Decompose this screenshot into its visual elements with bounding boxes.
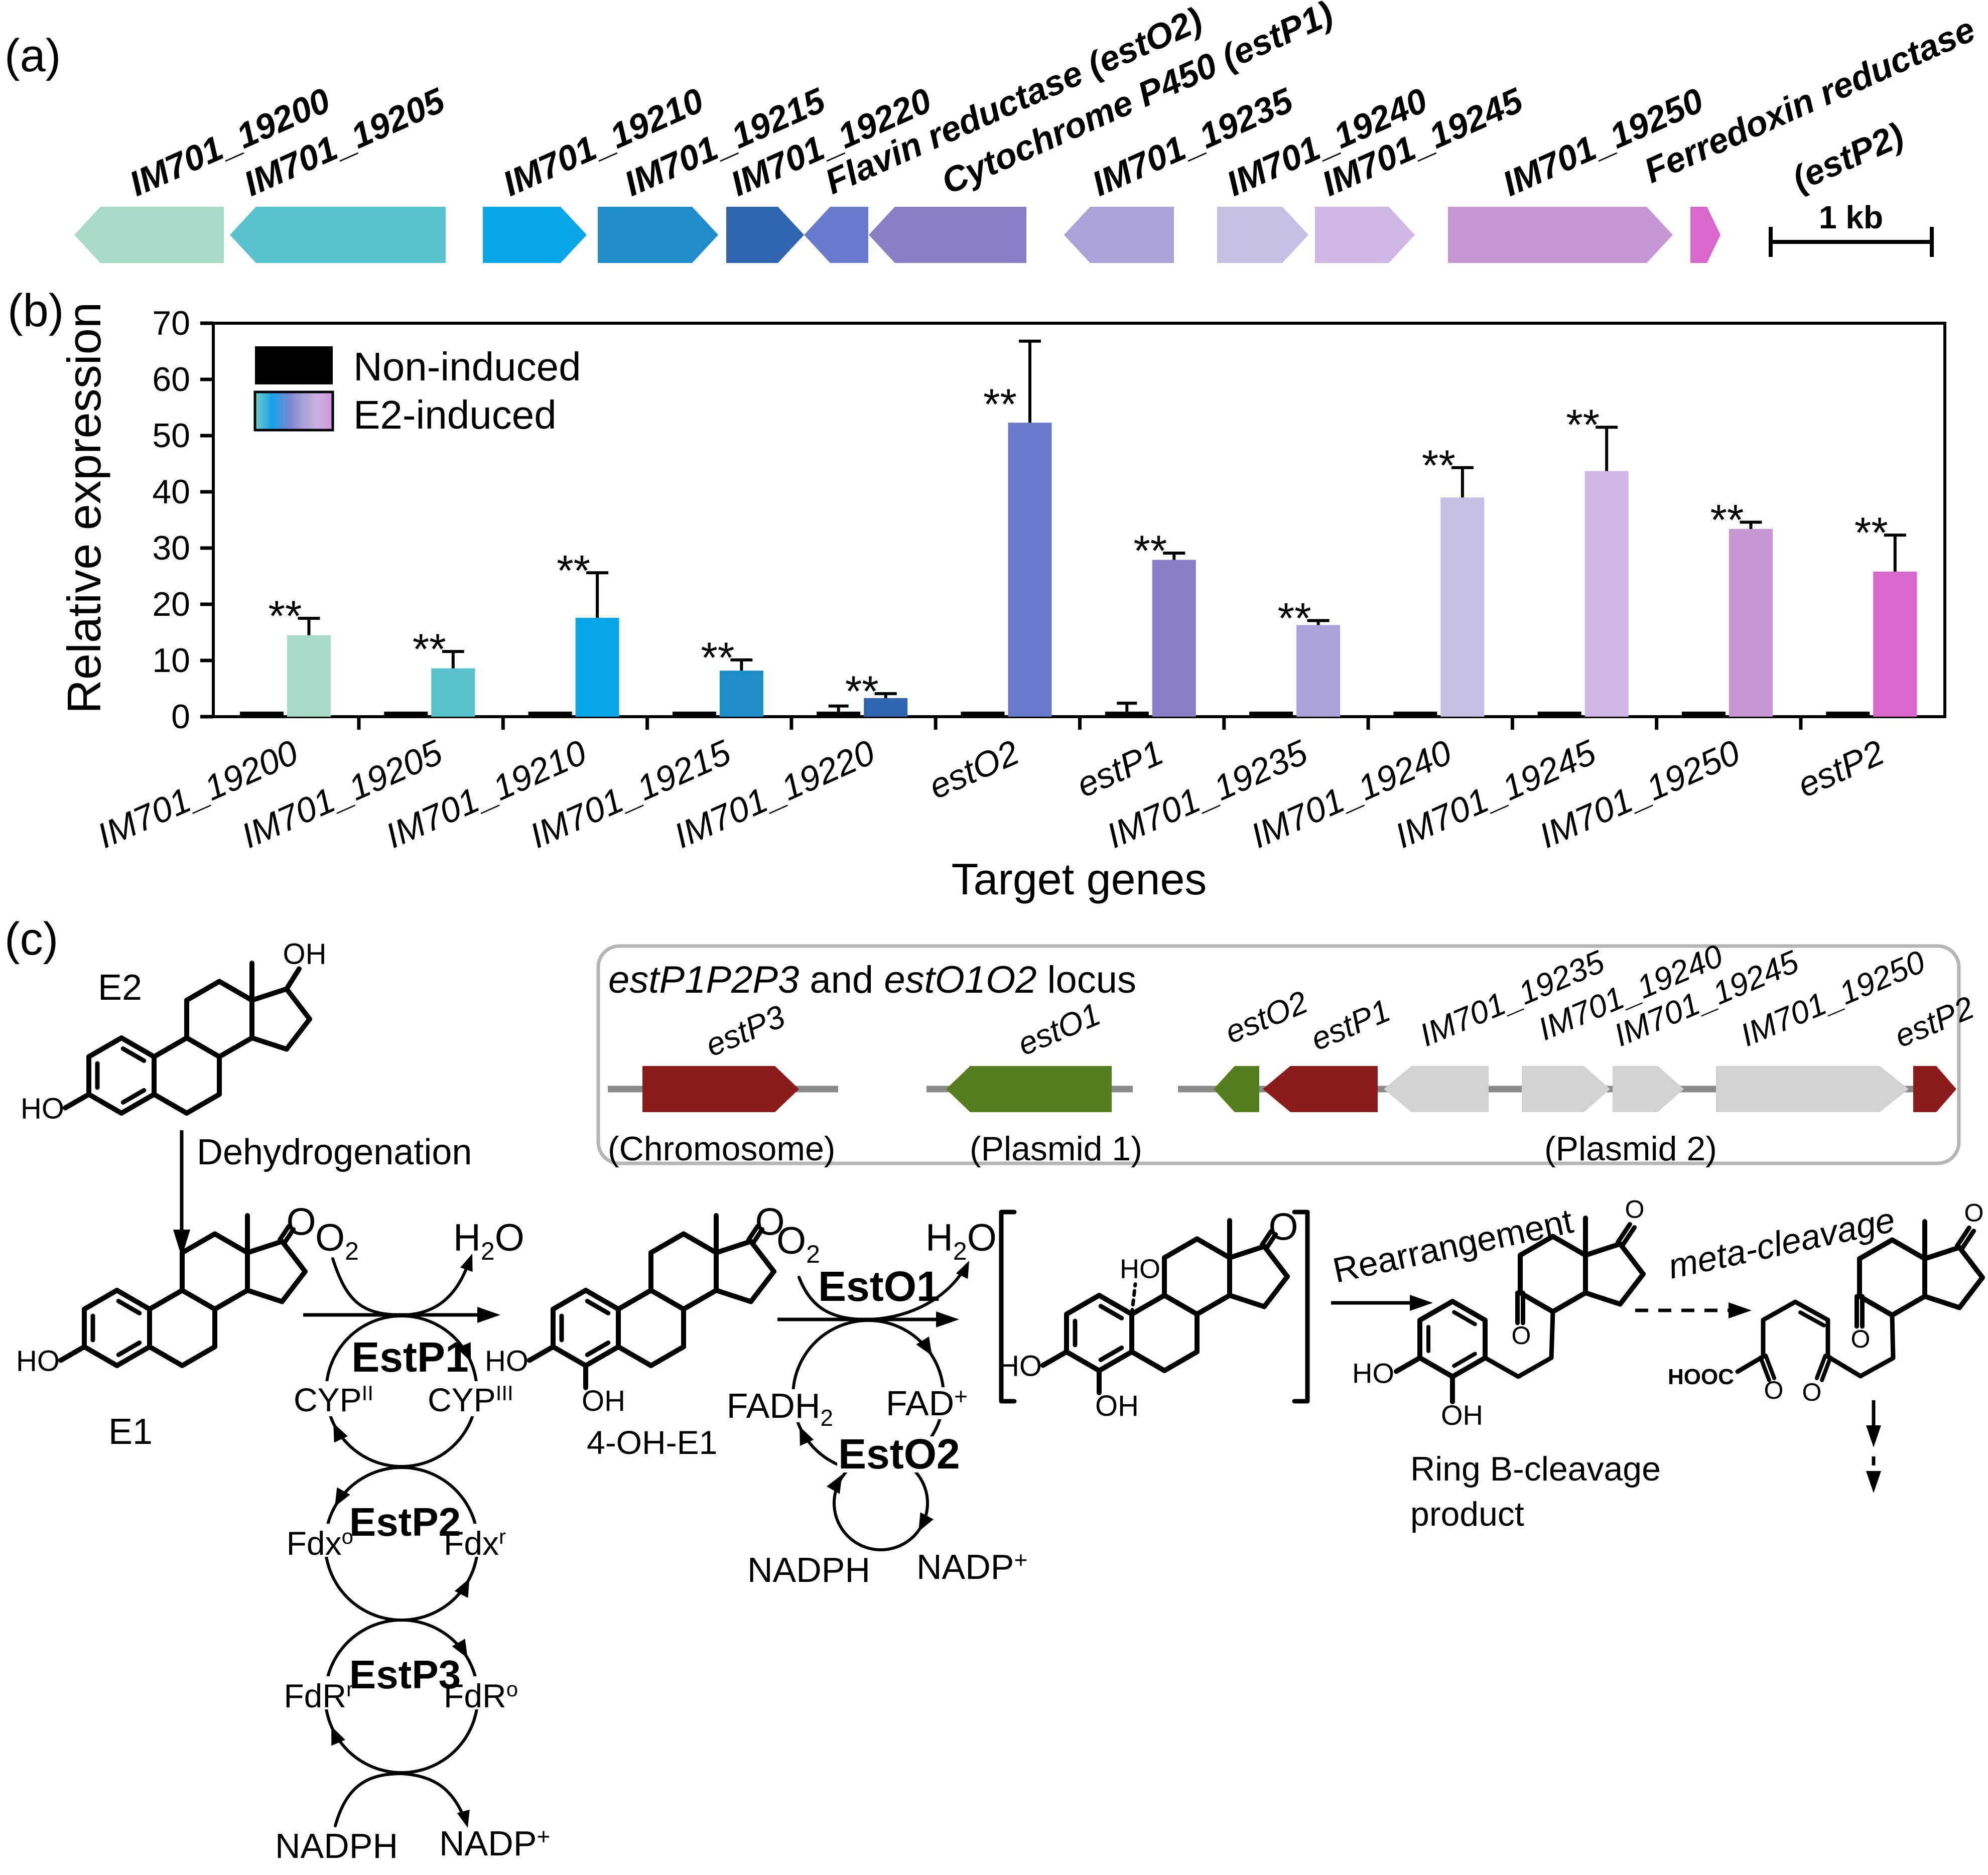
svg-text:EstP3: EstP3 (349, 1652, 461, 1697)
svg-text:Fdxr: Fdxr (444, 1525, 506, 1562)
svg-text:60: 60 (152, 360, 190, 398)
svg-text:O: O (1764, 1376, 1784, 1404)
svg-text:HOOC: HOOC (1668, 1365, 1734, 1389)
svg-text:0: 0 (171, 698, 190, 736)
svg-text:O2: O2 (315, 1217, 359, 1265)
svg-text:70: 70 (152, 304, 190, 342)
svg-text:O: O (755, 1201, 784, 1244)
svg-text:4-OH-E1: 4-OH-E1 (587, 1424, 717, 1461)
svg-text:1 kb: 1 kb (1819, 199, 1883, 235)
svg-text:NADP+: NADP+ (916, 1547, 1027, 1586)
svg-text:50: 50 (152, 417, 190, 455)
svg-text:OH: OH (1095, 1390, 1139, 1422)
svg-text:FADH2: FADH2 (727, 1386, 833, 1431)
svg-text:HO: HO (485, 1345, 528, 1378)
svg-text:30: 30 (152, 529, 190, 567)
svg-text:OH: OH (283, 938, 327, 971)
svg-text:10: 10 (152, 641, 190, 680)
svg-text:HO: HO (1120, 1254, 1160, 1284)
svg-text:**: ** (269, 592, 302, 640)
svg-text:40: 40 (152, 473, 190, 511)
svg-text:Dehydrogenation: Dehydrogenation (197, 1132, 472, 1172)
svg-text:E1: E1 (108, 1412, 153, 1452)
svg-text:20: 20 (152, 585, 190, 623)
svg-text:Relative expression: Relative expression (58, 302, 110, 714)
svg-text:OH: OH (1441, 1399, 1483, 1431)
svg-text:**: ** (1854, 509, 1888, 557)
svg-text:(Plasmid 1): (Plasmid 1) (970, 1130, 1142, 1168)
svg-text:Target genes: Target genes (952, 854, 1207, 904)
svg-text:estP1P2P3 and estO1O2 locus: estP1P2P3 and estO1O2 locus (608, 959, 1136, 1001)
svg-text:**: ** (845, 667, 879, 716)
svg-text:O: O (1802, 1378, 1822, 1406)
svg-text:O: O (1512, 1321, 1531, 1350)
svg-text:FdRo: FdRo (444, 1677, 518, 1714)
svg-text:Non-induced: Non-induced (353, 344, 581, 389)
svg-text:O: O (286, 1201, 316, 1244)
svg-text:FAD+: FAD+ (886, 1383, 968, 1423)
svg-text:**: ** (1566, 401, 1600, 449)
svg-text:**: ** (983, 380, 1017, 429)
svg-text:HO: HO (21, 1093, 64, 1125)
svg-text:FdRr: FdRr (284, 1677, 353, 1714)
svg-text:O: O (1851, 1325, 1871, 1353)
svg-text:product: product (1410, 1495, 1524, 1533)
svg-text:OH: OH (582, 1385, 625, 1417)
svg-text:Ring B-cleavage: Ring B-cleavage (1410, 1450, 1661, 1488)
svg-text:**: ** (701, 634, 734, 682)
svg-text:NADPH: NADPH (747, 1550, 870, 1589)
svg-text:NADPH: NADPH (275, 1826, 398, 1865)
svg-text:Fdxo: Fdxo (287, 1525, 353, 1562)
svg-text:EstO1: EstO1 (818, 1263, 940, 1310)
svg-text:**: ** (1710, 496, 1744, 545)
svg-text:EstP1: EstP1 (351, 1333, 468, 1381)
svg-text:E2-induced: E2-induced (353, 392, 557, 437)
svg-text:E2: E2 (98, 968, 142, 1008)
svg-text:(Chromosome): (Chromosome) (608, 1130, 835, 1168)
svg-text:(a): (a) (5, 30, 61, 81)
svg-text:(b): (b) (8, 285, 64, 336)
svg-text:O: O (1625, 1195, 1645, 1224)
svg-text:CYPII: CYPII (294, 1381, 373, 1418)
svg-text:HO: HO (998, 1350, 1042, 1383)
svg-text:O: O (1964, 1199, 1984, 1227)
svg-text:**: ** (1278, 595, 1311, 643)
svg-text:(c): (c) (5, 913, 58, 965)
svg-text:**: ** (413, 625, 446, 674)
svg-text:(Plasmid 2): (Plasmid 2) (1544, 1130, 1717, 1168)
svg-text:HO: HO (16, 1345, 60, 1378)
svg-text:EstP2: EstP2 (349, 1500, 461, 1544)
svg-text:NADP+: NADP+ (439, 1823, 550, 1863)
svg-text:EstO2: EstO2 (838, 1430, 960, 1478)
svg-text:**: ** (1133, 527, 1167, 575)
svg-text:**: ** (557, 547, 590, 595)
svg-text:**: ** (1422, 442, 1455, 490)
svg-text:HO: HO (1352, 1358, 1394, 1389)
